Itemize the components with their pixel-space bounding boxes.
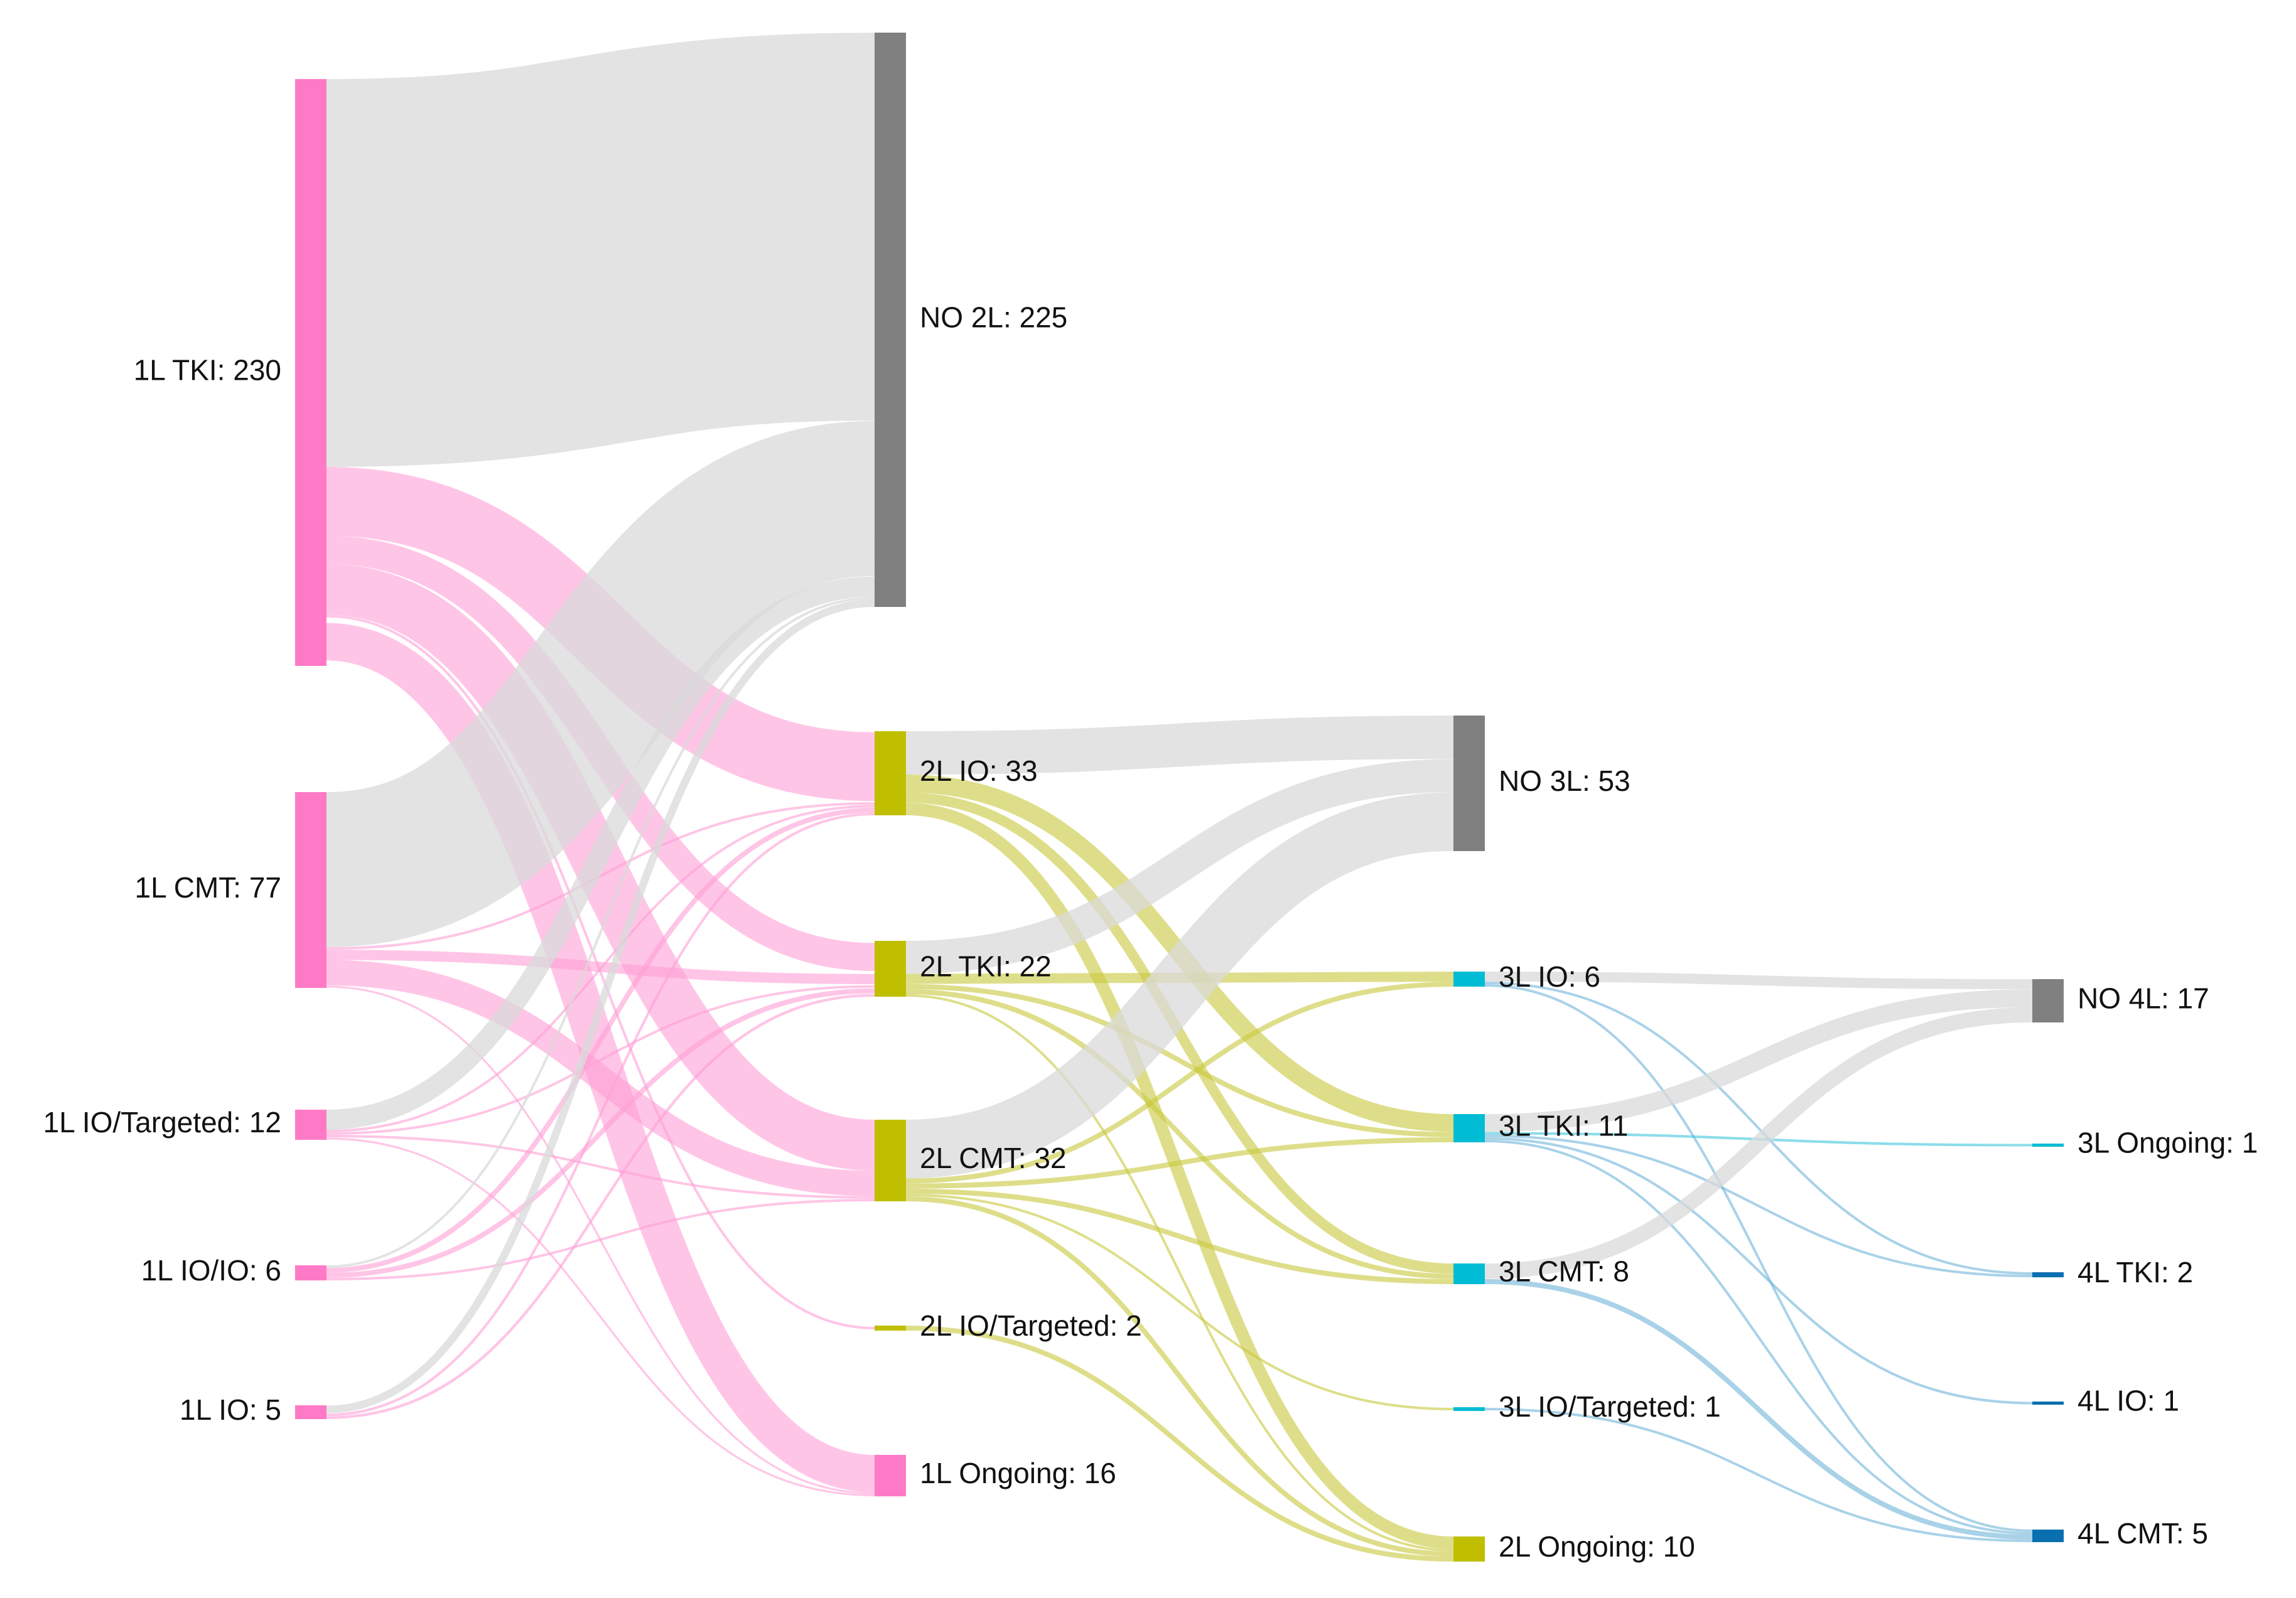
flow-2l-cmt-to-3l-tki xyxy=(905,1137,1454,1189)
node-3l-ongoing[interactable] xyxy=(2032,1144,2064,1147)
flow-3l-tki-to-4l-io xyxy=(1484,1137,2033,1405)
node-label-1l-io-tgt: 1L IO/Targeted: 12 xyxy=(43,1106,281,1139)
flow-1l-io-tgt-to-2l-io xyxy=(326,805,875,1132)
flow-3l-cmt-to-4l-cmt xyxy=(1484,1279,2033,1540)
node-label-3l-io-tgt: 3L IO/Targeted: 1 xyxy=(1499,1390,1721,1423)
node-label-1l-tki: 1L TKI: 230 xyxy=(134,354,281,387)
node-label-2l-io: 2L IO: 33 xyxy=(920,754,1038,787)
flow-2l-tki-to-3l-cmt xyxy=(905,989,1454,1279)
node-1l-cmt[interactable] xyxy=(295,792,326,988)
flow-3l-io-to-4l-tki xyxy=(1484,982,2033,1275)
flow-2l-cmt-to-3l-cmt xyxy=(905,1188,1454,1284)
node-4l-tki[interactable] xyxy=(2032,1272,2064,1277)
node-label-no-3l: NO 3L: 53 xyxy=(1499,764,1630,797)
sankey-nodes xyxy=(295,33,2064,1562)
node-label-4l-io: 4L IO: 1 xyxy=(2078,1385,2179,1417)
flow-1l-io-tgt-to-1l-ongoing xyxy=(326,1137,875,1497)
flow-2l-cmt-to-3l-io-tgt xyxy=(905,1193,1454,1411)
flow-2l-cmt-to-3l-io xyxy=(905,982,1454,1184)
node-label-1l-cmt: 1L CMT: 77 xyxy=(134,871,281,904)
node-label-1l-io-io: 1L IO/IO: 6 xyxy=(141,1254,281,1287)
flow-1l-io-io-to-no-2l xyxy=(326,596,875,1268)
flow-3l-tki-to-no-4l xyxy=(1484,989,2033,1132)
flow-3l-io-to-no-4l xyxy=(1484,972,2033,990)
node-no-4l[interactable] xyxy=(2032,979,2064,1022)
flow-1l-tki-to-1l-ongoing xyxy=(326,623,875,1493)
node-3l-io-tgt[interactable] xyxy=(1453,1407,1485,1411)
flow-3l-tki-to-4l-cmt xyxy=(1484,1139,2033,1535)
flow-3l-tki-to-4l-tki xyxy=(1484,1134,2033,1277)
node-label-3l-cmt: 3L CMT: 8 xyxy=(1499,1255,1629,1288)
node-label-4l-cmt: 4L CMT: 5 xyxy=(2078,1517,2208,1550)
node-label-3l-tki: 3L TKI: 11 xyxy=(1499,1110,1628,1142)
flow-1l-io-io-to-2l-io xyxy=(326,807,875,1273)
flow-1l-tki-to-no-2l xyxy=(326,33,875,467)
flow-1l-io-tgt-to-2l-tki xyxy=(326,985,875,1135)
node-label-1l-io: 1L IO: 5 xyxy=(180,1393,281,1426)
node-label-4l-tki: 4L TKI: 2 xyxy=(2078,1256,2193,1289)
node-2l-ongoing[interactable] xyxy=(1453,1536,1485,1562)
node-label-3l-io: 3L IO: 6 xyxy=(1499,960,1600,993)
node-label-2l-ongoing: 2L Ongoing: 10 xyxy=(1499,1530,1695,1563)
flow-1l-tki-to-2l-io-tgt xyxy=(326,614,875,1330)
node-2l-io-tgt[interactable] xyxy=(875,1326,906,1331)
flow-1l-cmt-to-no-2l xyxy=(324,421,877,948)
flow-1l-io-to-2l-tki xyxy=(326,994,875,1419)
flow-2l-io-to-2l-ongoing xyxy=(905,802,1454,1549)
flow-2l-tki-to-2l-ongoing xyxy=(905,994,1454,1552)
flow-2l-tki-to-3l-tki xyxy=(905,984,1454,1137)
flow-2l-io-to-3l-cmt xyxy=(905,792,1454,1274)
node-4l-io[interactable] xyxy=(2032,1402,2064,1405)
node-1l-io[interactable] xyxy=(295,1405,326,1419)
flow-1l-cmt-to-2l-cmt xyxy=(326,960,875,1196)
node-3l-tki[interactable] xyxy=(1453,1114,1485,1142)
node-3l-io[interactable] xyxy=(1453,972,1485,987)
node-label-1l-ongoing: 1L Ongoing: 16 xyxy=(920,1457,1116,1489)
flow-2l-io-tgt-to-2l-ongoing xyxy=(905,1326,1454,1562)
node-label-no-4l: NO 4L: 17 xyxy=(2078,982,2209,1015)
flow-1l-io-io-to-2l-tki xyxy=(326,988,875,1278)
node-label-no-2l: NO 2L: 225 xyxy=(920,301,1067,334)
flow-1l-io-to-2l-io xyxy=(326,812,875,1417)
node-1l-ongoing[interactable] xyxy=(875,1455,906,1496)
flow-1l-io-to-no-2l xyxy=(326,599,875,1413)
flow-1l-io-io-to-2l-cmt xyxy=(326,1198,875,1280)
flow-3l-io-tgt-to-4l-cmt xyxy=(1484,1408,2033,1542)
node-no-2l[interactable] xyxy=(875,33,906,607)
node-label-2l-io-tgt: 2L IO/Targeted: 2 xyxy=(920,1309,1142,1342)
flow-2l-cmt-to-no-3l xyxy=(905,792,1454,1179)
node-no-3l[interactable] xyxy=(1453,716,1485,851)
node-2l-tki[interactable] xyxy=(875,941,906,997)
flow-1l-cmt-to-2l-io xyxy=(326,802,875,950)
flow-2l-cmt-to-2l-ongoing xyxy=(905,1196,1454,1557)
node-1l-io-io[interactable] xyxy=(295,1265,326,1280)
node-2l-cmt[interactable] xyxy=(875,1120,906,1201)
sankey-labels: 1L TKI: 230 1L CMT: 77 1L IO/Targeted: 12 1… xyxy=(43,301,2258,1563)
node-3l-cmt[interactable] xyxy=(1453,1263,1485,1284)
flow-2l-io-to-no-3l xyxy=(905,716,1454,775)
node-1l-io-tgt[interactable] xyxy=(295,1110,326,1140)
flow-3l-io-to-4l-cmt xyxy=(1484,984,2033,1532)
node-label-2l-cmt: 2L CMT: 32 xyxy=(920,1142,1067,1174)
flow-3l-cmt-to-no-4l xyxy=(1484,1007,2033,1279)
node-label-2l-tki: 2L TKI: 22 xyxy=(920,950,1052,983)
node-2l-io[interactable] xyxy=(875,731,906,815)
flow-2l-tki-to-no-3l xyxy=(905,759,1454,974)
sankey-links xyxy=(324,33,2033,1562)
node-label-3l-ongoing: 3L Ongoing: 1 xyxy=(2078,1127,2258,1159)
node-1l-tki[interactable] xyxy=(295,79,326,666)
node-4l-cmt[interactable] xyxy=(2032,1530,2064,1542)
flow-1l-io-tgt-to-2l-cmt xyxy=(326,1135,875,1199)
flow-1l-io-tgt-to-no-2l xyxy=(326,576,875,1130)
